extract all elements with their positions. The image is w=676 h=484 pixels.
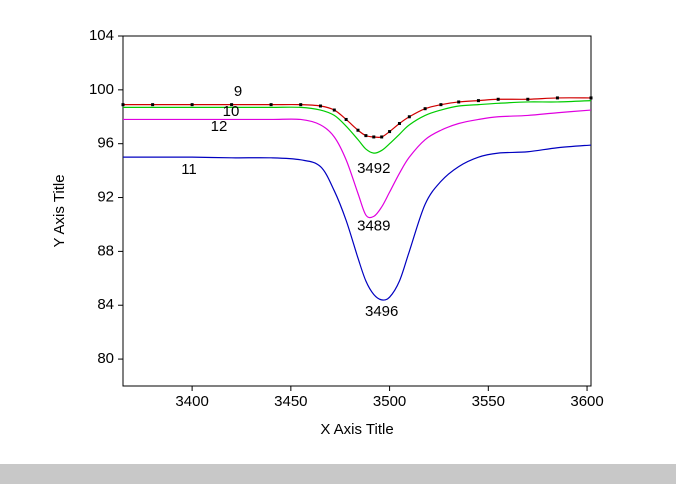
y-tick-label: 96 — [97, 135, 114, 152]
marker — [380, 135, 384, 139]
annotation: 3492 — [357, 160, 390, 177]
y-tick-label: 92 — [97, 189, 114, 206]
x-tick-label: 3550 — [472, 393, 505, 410]
marker — [121, 103, 125, 107]
y-tick-label: 100 — [89, 81, 114, 98]
series-label: 9 — [234, 83, 242, 100]
marker — [423, 107, 427, 111]
series-line — [123, 144, 592, 301]
marker — [457, 100, 461, 104]
x-tick-label: 3450 — [274, 393, 307, 410]
y-tick-label: 84 — [97, 296, 114, 313]
marker — [589, 96, 593, 100]
y-tick-label: 88 — [97, 242, 114, 259]
marker — [397, 122, 401, 125]
annotation: 3489 — [357, 217, 390, 234]
x-tick-label: 3500 — [373, 393, 406, 410]
y-tick-label: 80 — [97, 350, 114, 367]
x-tick-label: 3600 — [570, 393, 603, 410]
marker — [190, 103, 194, 107]
marker — [439, 103, 443, 107]
marker — [299, 103, 303, 107]
x-tick-label: 3400 — [175, 393, 208, 410]
series-line — [123, 100, 592, 154]
marker — [356, 128, 360, 132]
marker — [372, 135, 376, 139]
marker — [407, 115, 411, 119]
y-tick-label: 104 — [89, 27, 114, 44]
annotation: 3496 — [365, 303, 398, 320]
marker — [151, 103, 155, 107]
marker — [496, 97, 500, 101]
marker — [555, 96, 559, 100]
marker — [364, 134, 368, 138]
marker — [332, 108, 336, 112]
series-line — [123, 109, 592, 219]
marker — [344, 117, 348, 121]
marker — [230, 103, 234, 107]
plot-frame — [122, 35, 592, 387]
series-label: 12 — [211, 118, 228, 135]
x-axis-title: X Axis Title — [320, 421, 393, 438]
y-axis-title: Y Axis Title — [51, 174, 68, 247]
series-label: 11 — [181, 161, 197, 178]
series-label: 10 — [223, 103, 240, 120]
footer-bar — [0, 464, 676, 484]
marker — [476, 99, 480, 103]
marker — [269, 103, 273, 107]
marker — [388, 130, 392, 134]
marker — [318, 104, 322, 108]
series-line — [123, 97, 592, 139]
marker — [526, 97, 530, 101]
